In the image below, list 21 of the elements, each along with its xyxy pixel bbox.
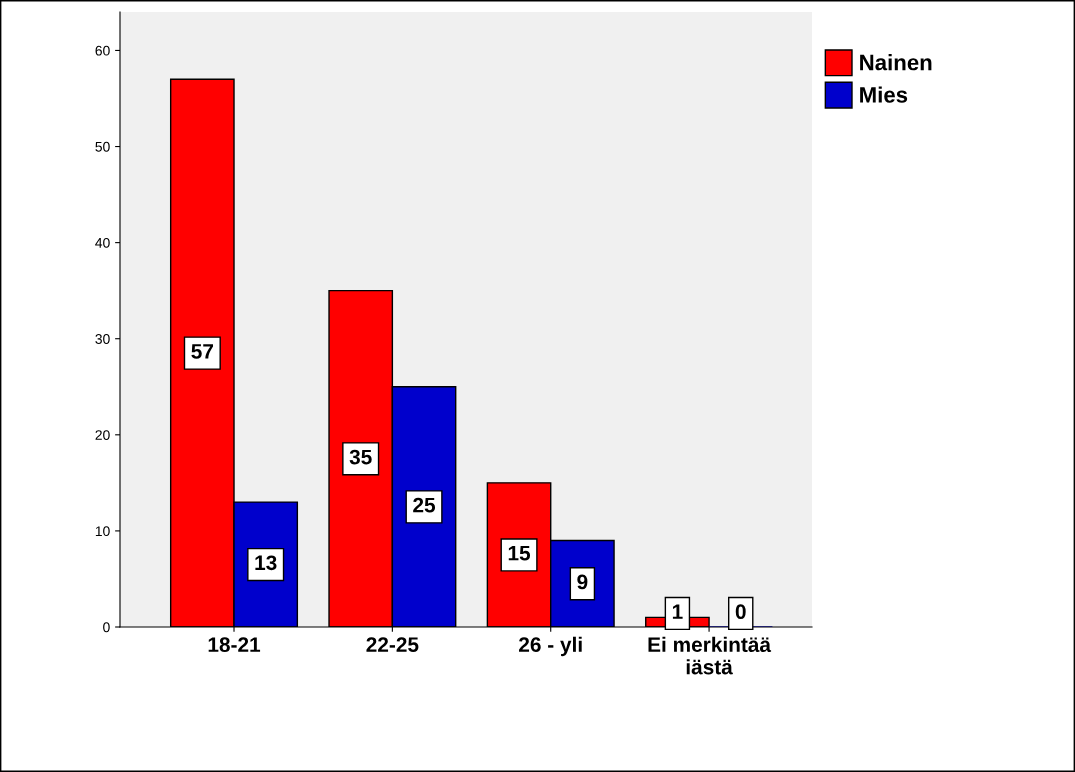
y-tick-label: 60 <box>95 45 110 56</box>
data-label: 25 <box>413 497 436 513</box>
data-label: 15 <box>508 545 531 561</box>
x-tick-label: 22-25 <box>366 637 419 653</box>
x-tick-label: 18-21 <box>208 637 261 653</box>
y-tick-label: 50 <box>95 141 110 152</box>
y-tick-label: 10 <box>95 526 110 537</box>
y-tick-label: 20 <box>95 430 110 440</box>
data-label: 57 <box>191 344 214 359</box>
y-tick-label: 0 <box>103 622 110 633</box>
data-label: 13 <box>255 555 277 571</box>
y-tick-label: 30 <box>95 334 110 344</box>
legend-label: Mies <box>860 86 908 103</box>
data-label: 9 <box>577 574 588 590</box>
data-label: 0 <box>735 604 746 620</box>
x-tick-label: 26 - yli <box>519 636 582 657</box>
data-label: 35 <box>349 449 372 465</box>
legend-label: Nainen <box>860 54 932 71</box>
data-label: 1 <box>672 604 683 619</box>
x-tick-label: Ei merkintää iästä <box>648 636 772 675</box>
y-tick-label: 40 <box>95 237 110 248</box>
